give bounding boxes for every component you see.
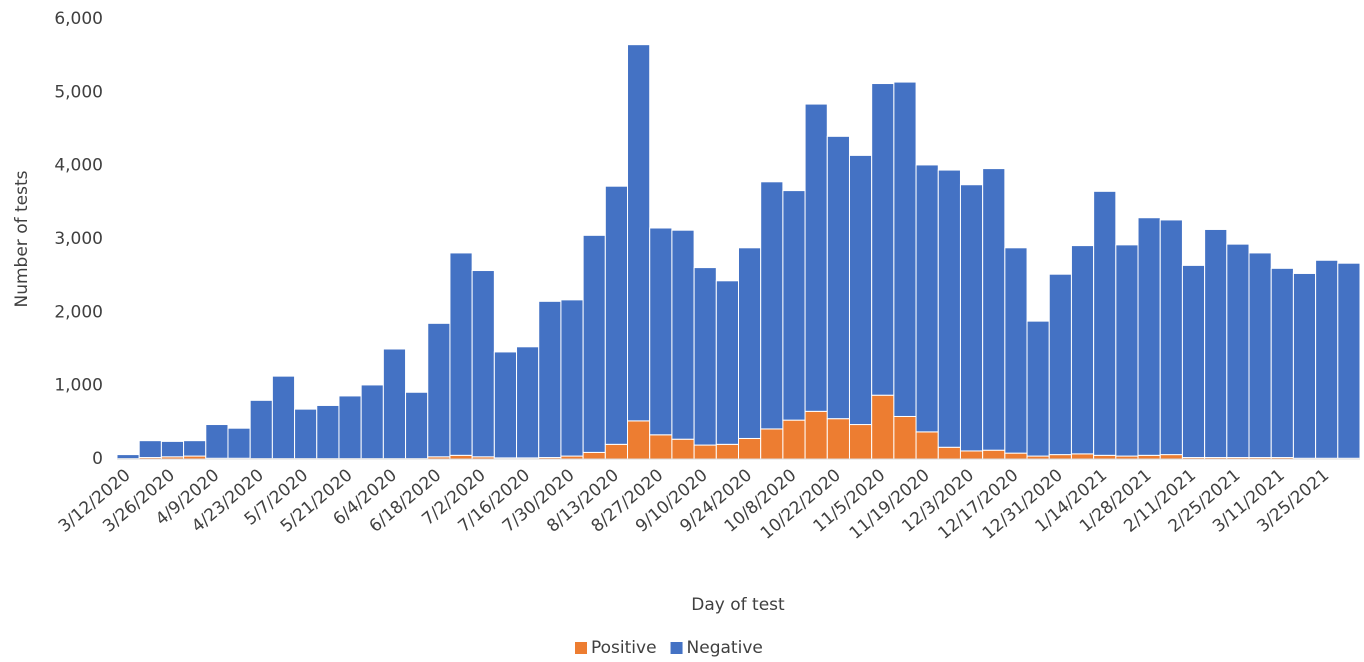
bar-segment bbox=[161, 441, 183, 456]
bar-segment bbox=[1071, 246, 1093, 454]
bar-segment bbox=[494, 352, 516, 458]
bar-segment bbox=[672, 230, 694, 439]
bar-segment bbox=[672, 439, 694, 459]
bar-segment bbox=[628, 45, 650, 421]
bar-segment bbox=[739, 438, 761, 459]
bar-segment bbox=[849, 425, 871, 459]
bar-segment bbox=[849, 155, 871, 424]
bar-segment bbox=[1005, 453, 1027, 459]
bar-segment bbox=[650, 228, 672, 435]
bar-segment bbox=[739, 248, 761, 439]
bar-segment bbox=[872, 395, 894, 459]
bar-segment bbox=[628, 421, 650, 459]
bar-segment bbox=[805, 411, 827, 459]
bar-segment bbox=[1094, 191, 1116, 455]
bar-segment bbox=[139, 441, 161, 458]
bar-segment bbox=[1049, 274, 1071, 454]
legend-label: Positive bbox=[591, 638, 657, 658]
bar-segment bbox=[783, 191, 805, 421]
bar-segment bbox=[1338, 263, 1360, 458]
bar-segment bbox=[383, 349, 405, 459]
bar-segment bbox=[761, 182, 783, 429]
bar-segment bbox=[916, 165, 938, 432]
bar-segment bbox=[938, 447, 960, 459]
bar-segment bbox=[983, 169, 1005, 451]
bar-segment bbox=[827, 136, 849, 418]
bar-segment bbox=[1227, 244, 1249, 457]
y-tick-label: 0 bbox=[92, 449, 103, 469]
bar-segment bbox=[361, 385, 383, 459]
legend-swatch bbox=[575, 642, 587, 654]
bar-segment bbox=[894, 416, 916, 459]
bar-segment bbox=[894, 82, 916, 416]
bar-segment bbox=[539, 301, 561, 457]
bar-segment bbox=[1138, 218, 1160, 456]
bar-segment bbox=[272, 376, 294, 459]
bar-segment bbox=[583, 452, 605, 459]
bar-segment bbox=[428, 323, 450, 456]
bar-segment bbox=[184, 441, 206, 456]
bar-segment bbox=[938, 170, 960, 447]
bar-segment bbox=[406, 392, 428, 458]
bar-segment bbox=[1249, 253, 1271, 458]
x-axis-label: Day of test bbox=[691, 595, 785, 615]
bar-segment bbox=[561, 300, 583, 456]
bar-segment bbox=[872, 84, 894, 396]
bar-segment bbox=[716, 281, 738, 445]
bar-segment bbox=[1116, 245, 1138, 456]
y-tick-label: 4,000 bbox=[54, 156, 103, 176]
bar-segment bbox=[694, 268, 716, 445]
y-axis-label: Number of tests bbox=[12, 170, 32, 307]
bar-segment bbox=[960, 451, 982, 459]
bar-segment bbox=[1316, 260, 1338, 458]
bar-segment bbox=[1160, 220, 1182, 455]
bar-segment bbox=[206, 425, 228, 459]
bar-segment bbox=[472, 271, 494, 457]
bar-segment bbox=[805, 104, 827, 411]
bar-segment bbox=[583, 235, 605, 452]
y-tick-label: 1,000 bbox=[54, 376, 103, 396]
y-tick-label: 2,000 bbox=[54, 302, 103, 322]
bar-segment bbox=[295, 409, 317, 459]
bar-segment bbox=[960, 185, 982, 451]
bar-segment bbox=[1049, 455, 1071, 459]
y-tick-label: 3,000 bbox=[54, 229, 103, 249]
y-tick-label: 6,000 bbox=[54, 9, 103, 29]
bar-segment bbox=[983, 450, 1005, 459]
bar-segment bbox=[716, 444, 738, 459]
bar-segment bbox=[1271, 268, 1293, 457]
y-tick-label: 5,000 bbox=[54, 82, 103, 102]
bar-segment bbox=[450, 253, 472, 455]
bar-segment bbox=[317, 405, 339, 458]
bar-segment bbox=[761, 429, 783, 459]
bar-segment bbox=[605, 444, 627, 459]
bar-segment bbox=[1027, 321, 1049, 456]
legend-swatch bbox=[671, 642, 683, 654]
bar-segment bbox=[1071, 454, 1093, 459]
bar-segment bbox=[605, 186, 627, 444]
bar-segment bbox=[228, 428, 250, 458]
bar-segment bbox=[694, 445, 716, 459]
bar-segment bbox=[250, 400, 272, 458]
bar-segment bbox=[117, 455, 139, 459]
bar-segment bbox=[1160, 455, 1182, 459]
bar-segment bbox=[916, 432, 938, 459]
bar-segment bbox=[339, 396, 361, 459]
bar-segment bbox=[1293, 273, 1315, 458]
bar-segment bbox=[450, 455, 472, 459]
bar-segment bbox=[827, 419, 849, 459]
legend-label: Negative bbox=[687, 638, 763, 658]
bar-segment bbox=[783, 420, 805, 459]
bar-segment bbox=[1182, 265, 1204, 457]
bar-segment bbox=[1138, 455, 1160, 459]
bar-segment bbox=[1094, 455, 1116, 459]
bar-segment bbox=[1005, 248, 1027, 453]
bar-segment bbox=[1205, 229, 1227, 457]
bar-segment bbox=[650, 435, 672, 459]
bar-segment bbox=[517, 347, 539, 458]
